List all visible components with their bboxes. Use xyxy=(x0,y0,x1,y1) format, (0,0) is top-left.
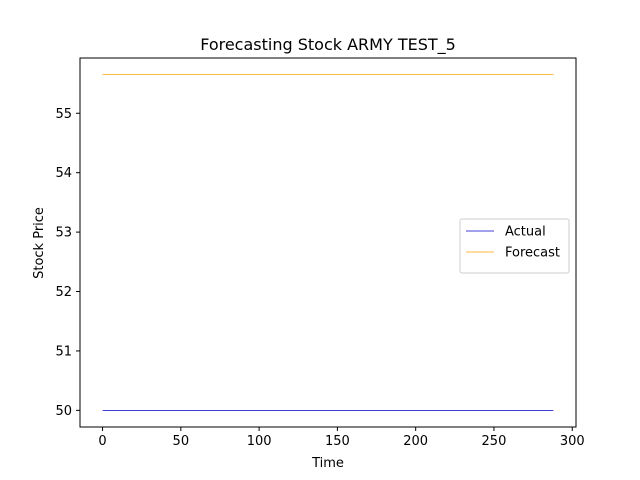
x-tick-label: 50 xyxy=(173,434,190,449)
legend-label: Actual xyxy=(505,225,546,240)
x-tick-label: 0 xyxy=(98,434,106,449)
x-tick-label: 100 xyxy=(247,434,272,449)
x-tick-label: 300 xyxy=(560,434,585,449)
y-axis: 50 51 52 53 54 55 xyxy=(55,107,80,419)
x-axis-label: Time xyxy=(311,456,344,471)
y-tick-label: 51 xyxy=(55,344,72,359)
legend-label: Forecast xyxy=(505,246,560,261)
chart-title: Forecasting Stock ARMY TEST_5 xyxy=(200,35,456,55)
legend-box xyxy=(459,218,570,274)
x-tick-label: 150 xyxy=(325,434,350,449)
legend: Actual Forecast xyxy=(459,218,570,274)
x-axis: 0 50 100 150 200 250 300 xyxy=(98,427,585,449)
y-tick-label: 54 xyxy=(55,166,72,181)
x-tick-label: 200 xyxy=(403,434,428,449)
y-axis-label: Stock Price xyxy=(32,207,47,279)
y-tick-label: 52 xyxy=(55,285,72,300)
y-tick-label: 55 xyxy=(55,107,72,122)
x-tick-label: 250 xyxy=(482,434,507,449)
plot-area xyxy=(79,57,577,428)
y-tick-label: 53 xyxy=(55,226,72,241)
y-tick-label: 50 xyxy=(55,404,72,419)
series-lines xyxy=(102,74,554,411)
